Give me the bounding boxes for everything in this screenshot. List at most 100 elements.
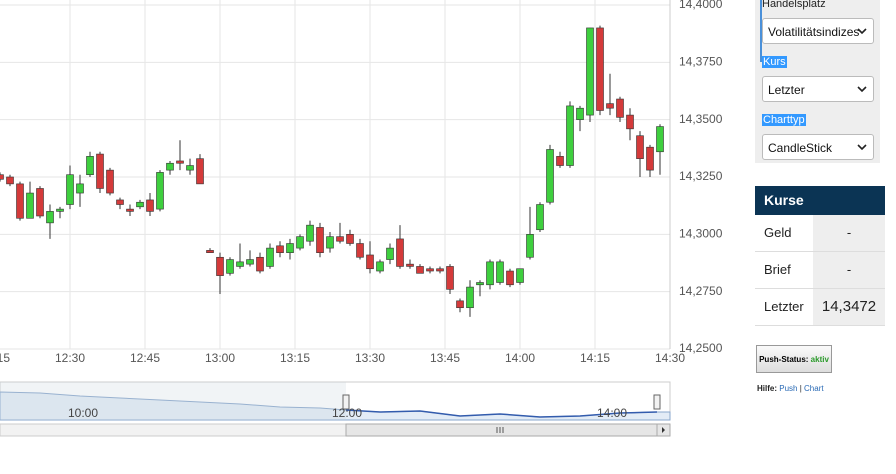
candle-body [576,107,584,120]
candle-body [356,243,364,258]
candle-body [646,146,654,171]
focus-bar [760,0,762,62]
x-tick-label: 14:15 [580,351,610,365]
y-tick-label: 14,3000 [679,227,723,241]
row-label: Geld [764,225,792,240]
x-tick-label: 12:45 [130,351,160,365]
chart: 14,2500 14,2750 14,3000 14,3250 14,3500 14,37… [0,0,723,437]
candle-body [246,259,254,265]
candle-body [226,259,234,274]
x-tick-label: 14:00 [505,351,535,365]
y-tick-label: 14,3250 [679,169,723,183]
push-status: aktiv [810,355,829,364]
select-value: Volatilitätsindizes [768,25,860,39]
row-value: - [813,252,885,288]
candle-body [6,176,14,185]
candle-body [436,268,444,272]
select[interactable]: Letzter [762,76,874,102]
help-link[interactable]: Chart [804,384,824,393]
navigator-handle[interactable] [342,394,350,410]
candle-body [536,204,544,231]
navigator-tick-label: 12:00 [332,406,362,420]
candle-body [0,174,4,180]
candle-body [656,126,664,153]
select-value: CandleStick [768,141,833,155]
x-tick-label: 12:15 [0,351,10,365]
x-tick-label: 13:45 [430,351,460,365]
candle-body [556,156,564,166]
kurse-row: Letzter 14,3472 [755,289,885,326]
navigator-tick-label: 10:00 [68,406,98,420]
candle-body [26,192,34,219]
candle-body [36,188,44,217]
kurse-row: Brief - [755,252,885,289]
candle-body [596,27,604,111]
kurse-header: Kurse [755,186,885,215]
candle-body [286,243,294,253]
push-status-button[interactable]: Push-Status: aktiv [756,345,832,373]
candle-body [126,208,134,212]
candle-body [416,266,424,274]
scrollbar-grip [496,427,504,433]
candle-body [236,261,244,267]
candle-body [216,256,224,276]
label: Kurs [762,56,787,68]
candle-body [326,236,334,249]
candle-body [466,286,474,309]
candle-body [476,282,484,286]
candle-body [406,263,414,267]
candle-body [616,98,624,118]
candle-body [636,135,644,159]
candle-body [266,247,274,267]
candle-body [296,236,304,249]
candle-body [506,270,514,286]
candle-body [186,165,194,171]
candle-body [276,245,284,253]
candle-body [136,201,144,208]
help: Hilfe: Push | Chart [757,384,824,393]
candle-body [496,261,504,283]
chevron [857,144,867,151]
candle-body [516,268,524,283]
candle-body [366,254,374,270]
candle-body [626,114,634,130]
candle-body [396,238,404,267]
push-label: Push-Status: [759,355,809,364]
candle-body [86,156,94,176]
candle-body [46,211,54,224]
candle-body [346,234,354,244]
x-tick-label: 14:30 [655,351,685,365]
candle-body [306,224,314,242]
navigator-handle[interactable] [653,394,661,410]
y-tick-label: 14,2500 [679,341,723,355]
candle-body [546,149,554,203]
scrollbar-thumb[interactable] [345,423,658,437]
label: Handelsplatz [762,0,826,10]
help-label: Hilfe: [757,384,777,393]
candle-body [446,266,454,290]
candle-body [56,208,64,212]
y-tick-label: 14,3500 [679,112,723,126]
candle-body [316,227,324,253]
label: Charttyp [762,114,806,126]
x-tick-label: 12:30 [55,351,85,365]
candle-body [456,300,464,309]
select[interactable]: Volatilitätsindizes [762,18,874,44]
candle-body [256,256,264,272]
candle-body [376,261,384,272]
candle-body [16,183,24,219]
select[interactable]: CandleStick [762,134,874,160]
row-value: - [813,215,885,251]
candle-body [336,236,344,242]
row-label: Brief [764,262,791,277]
row-value: 14,3472 [813,289,885,325]
candle-body [76,183,84,194]
row-label: Letzter [764,299,804,314]
x-tick-label: 13:00 [205,351,235,365]
y-tick-label: 14,4000 [679,0,723,11]
arrow-icon [662,427,665,433]
candle-body [586,27,594,116]
x-tick-label: 13:15 [280,351,310,365]
help-link[interactable]: Push [779,384,798,393]
